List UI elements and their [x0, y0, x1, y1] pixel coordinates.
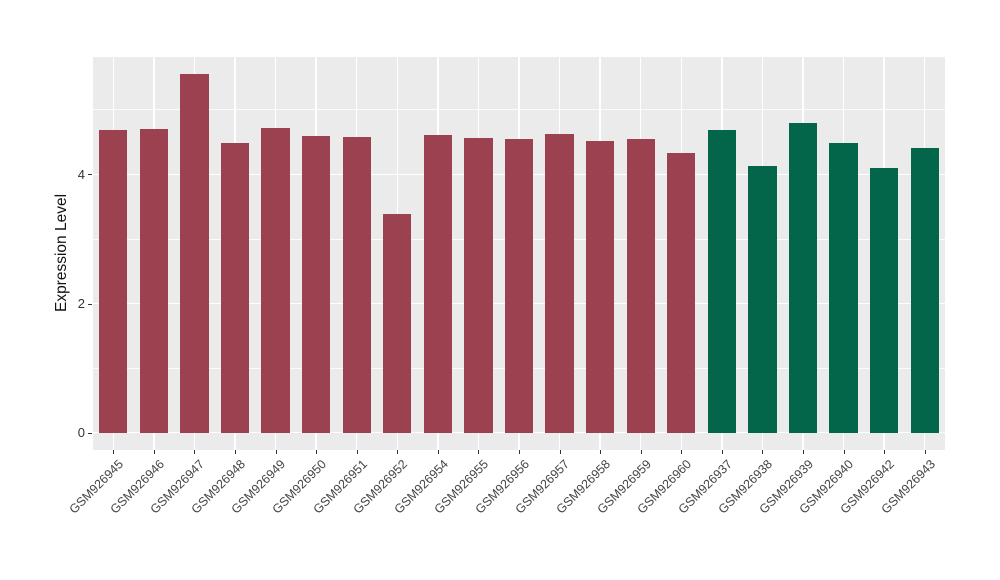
bar-GSM926945 [99, 130, 128, 433]
bar-GSM926947 [180, 74, 209, 433]
y-tick-label: 0 [77, 425, 85, 441]
y-tick-label: 4 [77, 166, 85, 182]
x-tick-mark [275, 450, 277, 454]
x-tick-mark [113, 450, 115, 454]
bar-GSM926956 [504, 138, 534, 433]
bar-GSM926939 [788, 122, 818, 433]
bar-GSM926954 [423, 134, 453, 433]
x-tick-mark [559, 450, 561, 454]
bar-GSM926940 [829, 143, 858, 433]
x-tick-mark [884, 450, 886, 454]
x-tick-mark [843, 450, 845, 454]
x-tick-mark [519, 450, 520, 454]
bar-GSM926955 [464, 138, 493, 433]
bar-GSM926951 [342, 137, 371, 433]
bar-GSM926938 [748, 165, 777, 433]
x-tick-mark [356, 450, 358, 454]
bar-GSM926959 [626, 138, 655, 433]
bar-GSM926937 [707, 130, 737, 433]
x-tick-mark [721, 450, 723, 454]
y-tick-mark [88, 432, 92, 434]
y-axis-title: Expression Level [53, 193, 70, 313]
x-tick-mark [762, 450, 764, 454]
x-tick-mark [153, 450, 155, 454]
y-tick-mark [88, 174, 92, 176]
bar-GSM926949 [261, 128, 290, 433]
y-tick-mark [88, 303, 92, 305]
x-tick-mark [437, 450, 439, 454]
bar-GSM926942 [869, 167, 899, 433]
y-tick-label: 2 [77, 296, 85, 311]
bar-GSM926950 [301, 136, 331, 433]
plot-panel [93, 57, 945, 450]
x-tick-mark [803, 450, 804, 454]
x-tick-mark [924, 450, 926, 454]
x-tick-mark [235, 450, 236, 454]
bar-GSM926952 [383, 213, 412, 433]
bar-GSM926957 [545, 134, 574, 433]
bar-GSM926946 [139, 129, 169, 433]
x-tick-mark [478, 450, 480, 454]
bar-GSM926943 [910, 148, 939, 433]
x-tick-mark [640, 450, 642, 454]
bar-GSM926958 [585, 140, 615, 433]
x-tick-mark [600, 450, 602, 454]
bar-GSM926948 [220, 142, 250, 433]
x-tick-mark [194, 450, 196, 454]
x-tick-mark [316, 450, 318, 454]
bar-GSM926960 [667, 152, 696, 433]
x-tick-mark [397, 450, 399, 454]
x-tick-mark [681, 450, 683, 454]
